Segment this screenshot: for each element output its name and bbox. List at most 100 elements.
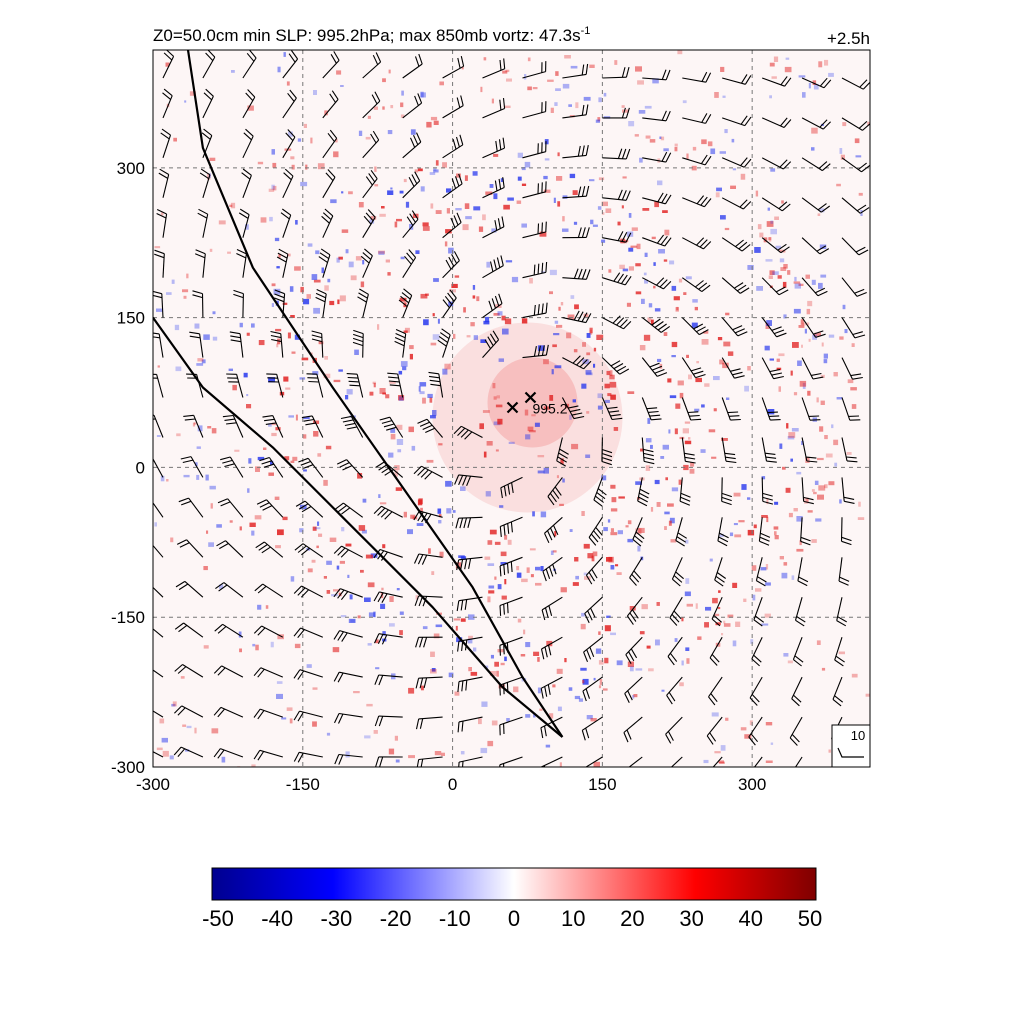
positive-vorticity-cell [435, 210, 442, 214]
positive-vorticity-cell [692, 146, 697, 151]
positive-vorticity-cell [227, 251, 231, 254]
negative-vorticity-cell [692, 299, 698, 303]
negative-vorticity-cell [562, 228, 569, 232]
wind-barb [334, 753, 363, 765]
positive-vorticity-cell [433, 120, 439, 125]
wind-barb [721, 317, 748, 337]
negative-vorticity-cell [791, 575, 795, 580]
positive-vorticity-cell [725, 717, 729, 721]
negative-vorticity-cell [767, 409, 775, 415]
positive-vorticity-cell [566, 332, 572, 339]
wind-barb [801, 117, 831, 130]
wind-barb [761, 237, 790, 254]
positive-vorticity-cell [476, 296, 480, 302]
positive-vorticity-cell [839, 336, 844, 340]
negative-vorticity-cell [302, 298, 310, 305]
negative-vorticity-cell [525, 642, 531, 648]
negative-vorticity-cell [472, 171, 478, 176]
wind-barb [402, 53, 423, 79]
wind-barb [836, 597, 847, 627]
positive-vorticity-cell [788, 512, 793, 518]
positive-vorticity-cell [840, 154, 845, 160]
wind-barb [374, 715, 403, 727]
positive-vorticity-cell [197, 358, 204, 362]
wind-barb [189, 331, 204, 358]
wind-barb [282, 129, 296, 159]
negative-vorticity-cell [549, 269, 557, 276]
positive-vorticity-cell [289, 718, 293, 724]
wind-barb [428, 371, 444, 398]
negative-vorticity-cell [671, 285, 677, 291]
positive-vorticity-cell [370, 216, 377, 220]
positive-vorticity-cell [615, 564, 619, 567]
negative-vorticity-cell [568, 104, 572, 107]
negative-vorticity-cell [448, 672, 454, 678]
positive-vorticity-cell [488, 590, 495, 594]
wind-barb [641, 397, 662, 421]
positive-vorticity-cell [271, 432, 277, 437]
positive-vorticity-cell [430, 342, 437, 346]
positive-vorticity-cell [526, 567, 530, 573]
wind-barb [333, 671, 363, 683]
positive-vorticity-cell [251, 764, 256, 767]
colorbar-tick-label: 40 [739, 906, 763, 931]
core-vorticity-blob [487, 357, 578, 448]
negative-vorticity-cell [270, 641, 274, 648]
positive-vorticity-cell [786, 423, 789, 429]
positive-vorticity-cell [312, 721, 317, 727]
negative-vorticity-cell [597, 405, 603, 410]
negative-vorticity-cell [601, 239, 606, 243]
wind-barb [714, 557, 727, 587]
positive-vorticity-cell [586, 352, 591, 356]
positive-vorticity-cell [701, 139, 707, 145]
positive-vorticity-cell [821, 342, 824, 347]
positive-vorticity-cell [664, 229, 670, 236]
positive-vorticity-cell [464, 203, 470, 209]
positive-vorticity-cell [430, 669, 437, 674]
positive-vorticity-cell [556, 668, 563, 674]
negative-vorticity-cell [627, 538, 634, 543]
positive-vorticity-cell [209, 157, 216, 161]
negative-vorticity-cell [175, 366, 182, 372]
positive-vorticity-cell [599, 679, 603, 685]
negative-vorticity-cell [654, 479, 660, 485]
wind-barb [262, 415, 284, 438]
positive-vorticity-cell [422, 222, 429, 227]
wind-barb [160, 128, 172, 158]
wind-barb [362, 209, 376, 238]
positive-vorticity-cell [583, 543, 590, 549]
positive-vorticity-cell [675, 403, 681, 409]
positive-vorticity-cell [339, 560, 345, 564]
positive-vorticity-cell [399, 297, 407, 302]
positive-vorticity-cell [799, 540, 802, 546]
positive-vorticity-cell [485, 191, 493, 195]
negative-vorticity-cell [685, 539, 689, 544]
positive-vorticity-cell [207, 426, 212, 429]
positive-vorticity-cell [292, 456, 298, 461]
positive-vorticity-cell [339, 295, 346, 302]
positive-vorticity-cell [572, 190, 578, 195]
negative-vorticity-cell [644, 105, 652, 109]
wind-barb [176, 539, 204, 558]
negative-vorticity-cell [473, 335, 478, 340]
wind-barb [455, 516, 483, 529]
positive-vorticity-cell [428, 548, 431, 554]
negative-vorticity-cell [635, 481, 642, 485]
positive-vorticity-cell [836, 183, 841, 187]
negative-vorticity-cell [419, 382, 427, 387]
wind-barb [681, 277, 711, 293]
wind-barb [340, 415, 364, 438]
negative-vorticity-cell [754, 247, 761, 253]
wind-barb [801, 237, 830, 255]
wind-barb [259, 456, 284, 478]
wind-barb [174, 664, 204, 678]
positive-vorticity-cell [593, 761, 600, 767]
negative-vorticity-cell [362, 498, 367, 503]
positive-vorticity-cell [867, 121, 870, 126]
positive-vorticity-cell [433, 633, 440, 639]
negative-vorticity-cell [239, 322, 243, 328]
positive-vorticity-cell [503, 204, 510, 210]
negative-vorticity-cell [358, 130, 363, 136]
positive-vorticity-cell [193, 422, 197, 425]
negative-vorticity-cell [643, 272, 647, 276]
